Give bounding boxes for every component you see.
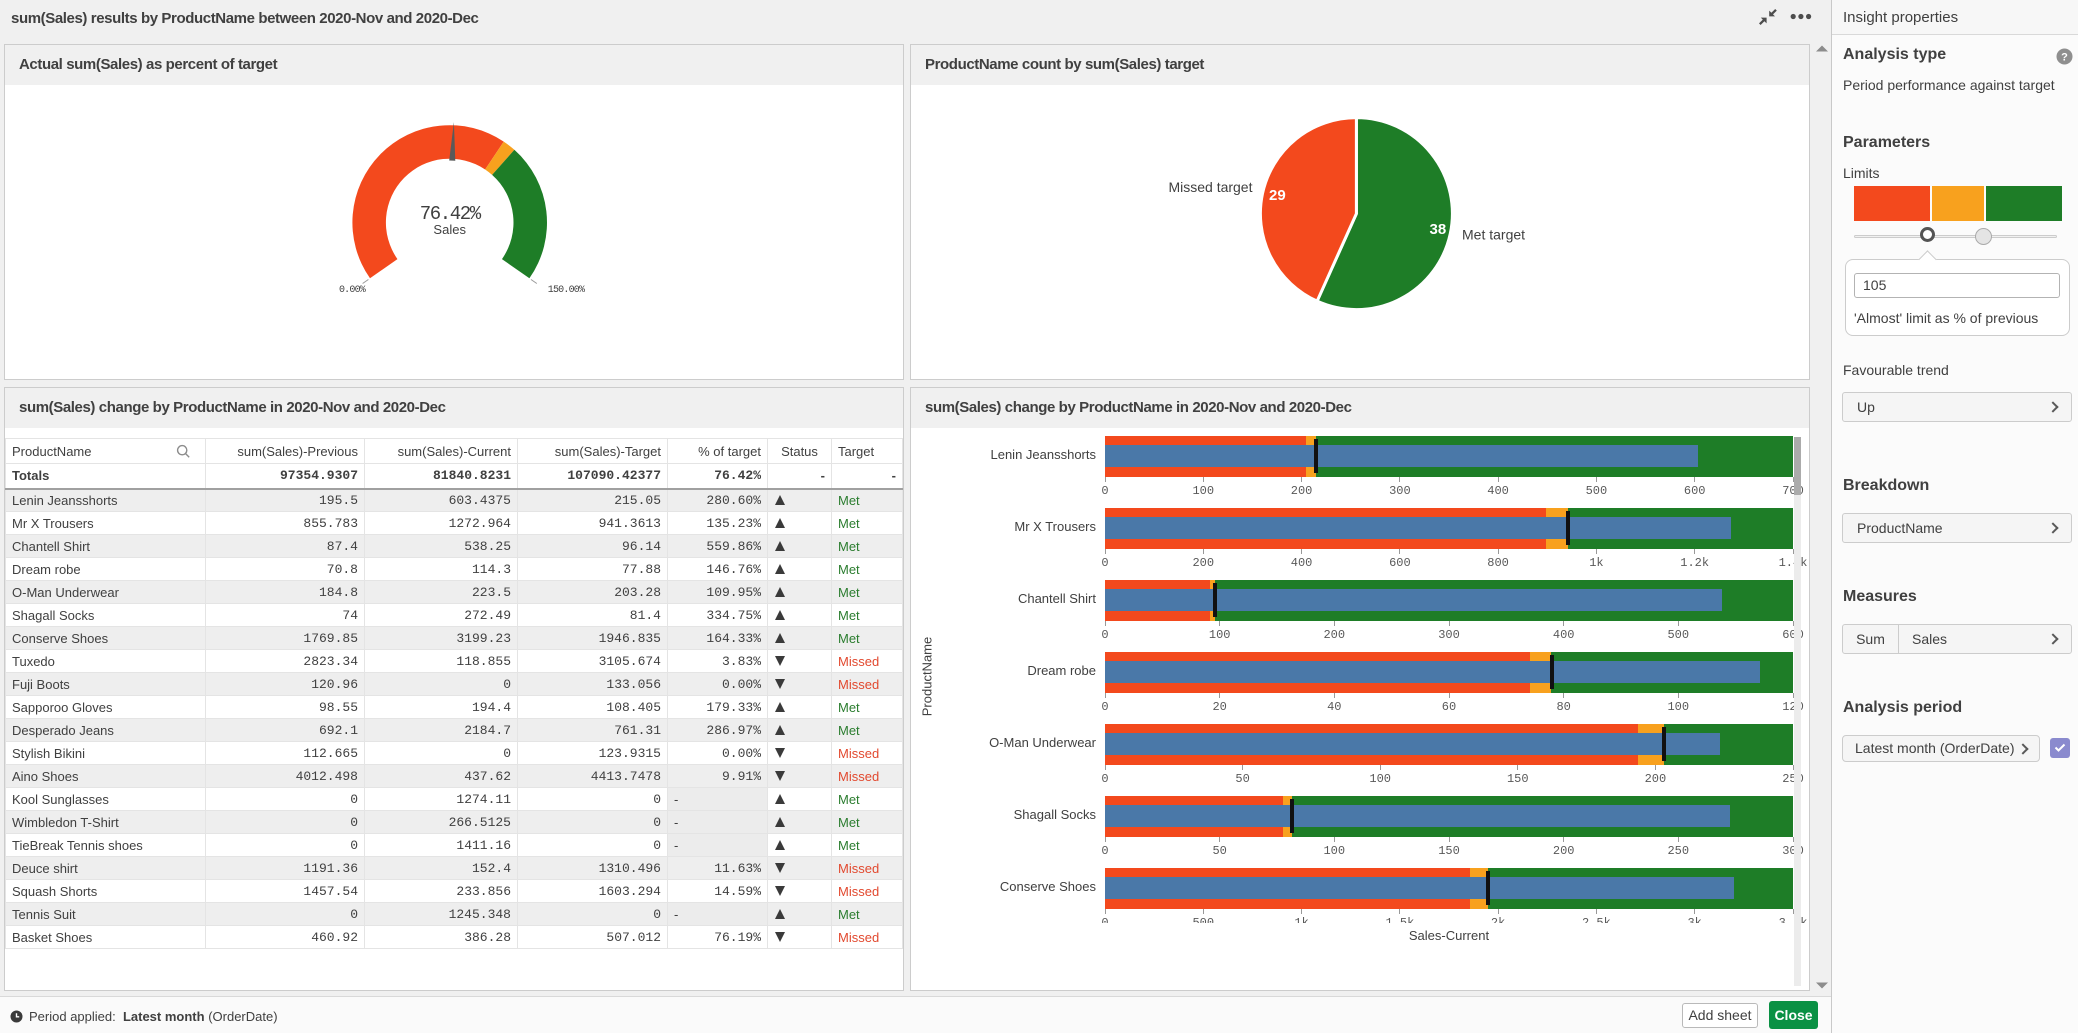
svg-text:Sales: Sales — [433, 222, 466, 237]
svg-text:29: 29 — [1269, 187, 1286, 204]
svg-text:Missed target: Missed target — [1168, 179, 1252, 195]
svg-text:0.00%: 0.00% — [339, 285, 366, 296]
svg-text:150.00%: 150.00% — [548, 285, 585, 296]
svg-text:Met target: Met target — [1462, 227, 1525, 243]
svg-text:38: 38 — [1430, 221, 1447, 238]
svg-text:?: ? — [2061, 52, 2068, 64]
svg-text:76.42%: 76.42% — [420, 203, 482, 225]
